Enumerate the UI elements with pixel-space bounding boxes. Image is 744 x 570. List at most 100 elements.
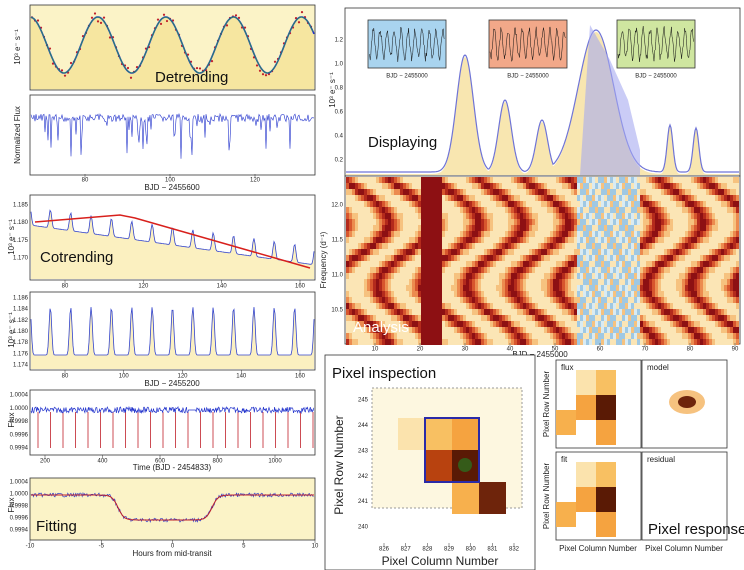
cell <box>706 321 709 327</box>
cell <box>616 213 619 219</box>
cell <box>715 189 718 195</box>
cell <box>736 279 739 285</box>
cell <box>646 303 649 309</box>
cell <box>547 207 550 213</box>
cell <box>655 255 658 261</box>
cell <box>583 309 586 315</box>
cell <box>502 231 505 237</box>
cell <box>586 177 589 183</box>
cell <box>565 255 568 261</box>
cell <box>352 225 355 231</box>
cell <box>727 303 730 309</box>
point <box>255 64 259 67</box>
cell <box>715 285 718 291</box>
cell <box>625 285 628 291</box>
cell <box>610 327 613 333</box>
cell <box>580 339 583 345</box>
cell <box>712 267 715 273</box>
cell <box>484 321 487 327</box>
cell <box>517 279 520 285</box>
cell <box>463 261 466 267</box>
cell <box>550 327 553 333</box>
cell <box>655 273 658 279</box>
cell <box>589 219 592 225</box>
cell <box>406 213 409 219</box>
cell <box>574 267 577 273</box>
cell <box>721 195 724 201</box>
cell <box>454 207 457 213</box>
cell <box>547 267 550 273</box>
cell <box>670 279 673 285</box>
cell <box>649 285 652 291</box>
cell <box>451 333 454 339</box>
cell <box>418 273 421 279</box>
cell <box>703 213 706 219</box>
cell <box>481 285 484 291</box>
cell <box>382 321 385 327</box>
cell <box>382 225 385 231</box>
cell <box>646 291 649 297</box>
cell <box>379 339 382 345</box>
cell <box>355 339 358 345</box>
cell <box>358 333 361 339</box>
cell <box>688 261 691 267</box>
cell <box>367 267 370 273</box>
cell <box>694 249 697 255</box>
cell <box>418 321 421 327</box>
cell <box>571 237 574 243</box>
cell <box>529 267 532 273</box>
cell <box>457 309 460 315</box>
cell <box>451 339 454 345</box>
cell <box>367 327 370 333</box>
cell <box>694 303 697 309</box>
cell <box>538 327 541 333</box>
cell <box>421 201 424 207</box>
cell <box>442 303 445 309</box>
cell <box>373 339 376 345</box>
cell <box>445 303 448 309</box>
cell <box>715 255 718 261</box>
cell <box>364 183 367 189</box>
cell <box>439 213 442 219</box>
cell <box>601 183 604 189</box>
cell <box>391 333 394 339</box>
cell <box>376 231 379 237</box>
cell <box>541 183 544 189</box>
cell <box>376 267 379 273</box>
cell <box>406 201 409 207</box>
cell <box>553 261 556 267</box>
cell <box>430 327 433 333</box>
cell <box>694 237 697 243</box>
cell <box>640 267 643 273</box>
cell <box>595 303 598 309</box>
curve <box>30 16 314 74</box>
cell <box>670 261 673 267</box>
cell <box>463 303 466 309</box>
cell <box>703 249 706 255</box>
cell <box>637 273 640 279</box>
cell <box>622 177 625 183</box>
cell <box>613 309 616 315</box>
cell <box>442 195 445 201</box>
cell <box>562 279 565 285</box>
cell <box>544 273 547 279</box>
pixel <box>479 482 506 514</box>
cell <box>718 267 721 273</box>
cell <box>358 321 361 327</box>
cell <box>421 333 424 339</box>
cell <box>391 339 394 345</box>
cell <box>394 315 397 321</box>
cell <box>712 213 715 219</box>
cell <box>412 201 415 207</box>
cell <box>493 231 496 237</box>
cell <box>430 237 433 243</box>
cell <box>673 243 676 249</box>
panel-label: Displaying <box>368 134 437 151</box>
cell <box>691 231 694 237</box>
cell <box>730 213 733 219</box>
cell <box>430 315 433 321</box>
cell <box>610 297 613 303</box>
cell <box>424 237 427 243</box>
cell <box>490 303 493 309</box>
cell <box>520 243 523 249</box>
